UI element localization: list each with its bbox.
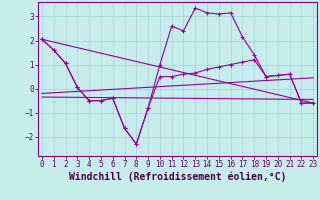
X-axis label: Windchill (Refroidissement éolien,°C): Windchill (Refroidissement éolien,°C) (69, 172, 286, 182)
